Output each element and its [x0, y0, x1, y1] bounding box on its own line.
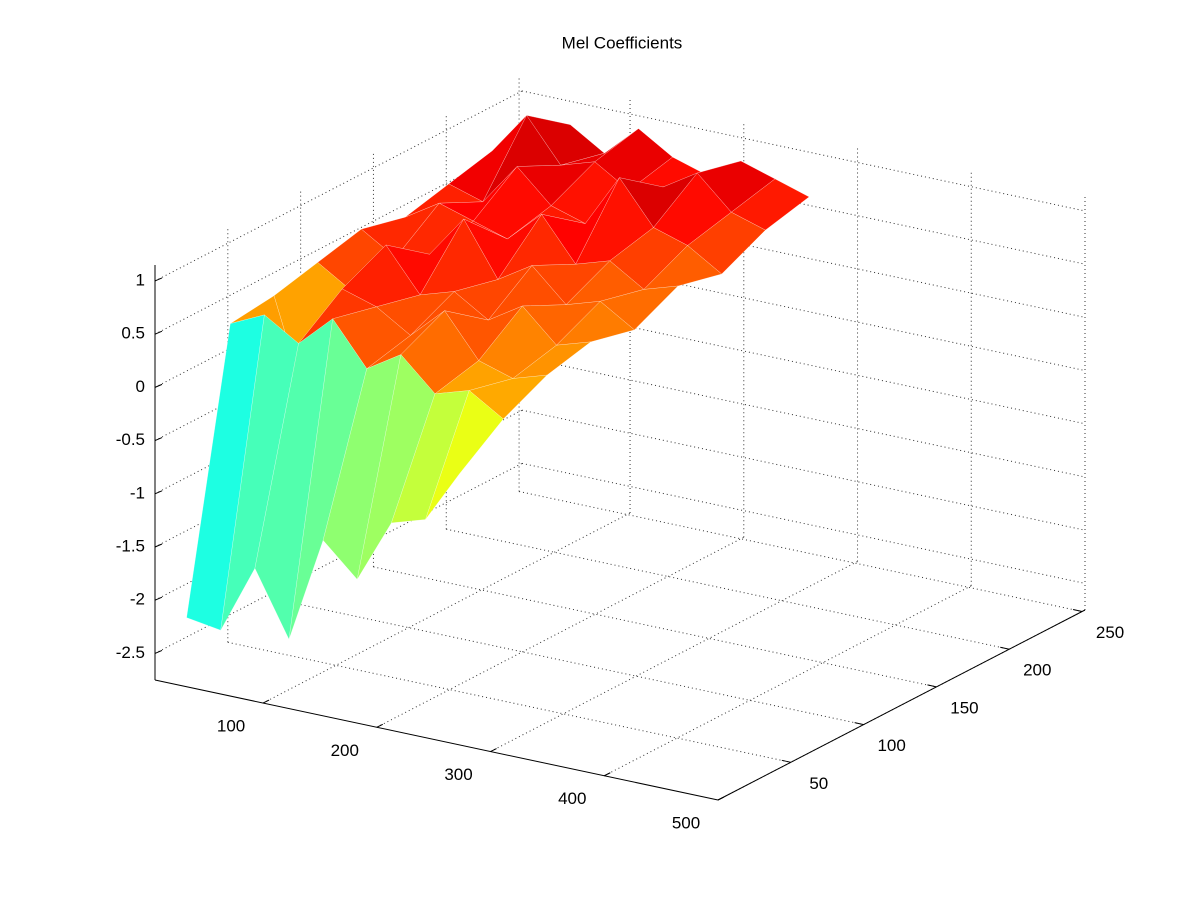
chart-title: Mel Coefficients	[562, 33, 683, 52]
y-tick	[781, 759, 791, 763]
x-tick-label: 100	[217, 717, 245, 736]
y-tick	[854, 722, 864, 726]
y-tick	[1000, 646, 1010, 650]
x-tick-label: 300	[444, 765, 472, 784]
x-tick-label: 200	[331, 741, 359, 760]
x-tick	[490, 748, 497, 752]
z-tick	[154, 330, 163, 335]
grid-line	[490, 561, 858, 752]
y-tick	[1072, 609, 1083, 612]
z-tick-label: -2	[130, 590, 145, 609]
label-layer: 100 200 300 400 500 50 100 150 200 250 -2.5 -2 -1.5 -…	[116, 270, 1125, 832]
y-tick-label: 150	[950, 698, 978, 717]
y-tick	[927, 684, 937, 688]
z-tick-label: -1.5	[116, 536, 145, 555]
z-tick-label: 0.5	[121, 324, 145, 343]
surface-patch	[425, 390, 504, 520]
y-tick-label: 250	[1096, 623, 1124, 642]
x-axis	[154, 679, 719, 801]
y-tick-label: 50	[809, 774, 828, 793]
x-tick	[376, 723, 384, 728]
grid-line	[262, 512, 631, 704]
z-tick	[154, 383, 163, 388]
x-tick-label: 400	[558, 789, 586, 808]
surface-layer	[186, 115, 810, 641]
x-tick	[717, 796, 725, 801]
grid-line	[376, 536, 745, 728]
z-tick	[154, 649, 163, 654]
x-tick	[604, 772, 611, 777]
axis-layer	[154, 265, 1086, 801]
grid-line	[154, 90, 523, 282]
z-tick-label: 0	[136, 377, 145, 396]
y-axis	[717, 609, 1086, 801]
z-tick	[154, 277, 163, 282]
z-tick-label: -1	[130, 483, 145, 502]
x-tick	[262, 699, 270, 704]
z-tick-label: 1	[136, 270, 145, 289]
grid-line	[604, 585, 972, 777]
y-tick-label: 100	[877, 736, 905, 755]
z-tick-label: -0.5	[116, 430, 145, 449]
z-tick-label: -2.5	[116, 643, 145, 662]
x-tick-label: 500	[672, 813, 700, 832]
z-tick	[154, 437, 163, 442]
z-tick	[154, 543, 163, 548]
y-tick-label: 200	[1023, 661, 1051, 680]
z-tick	[154, 490, 163, 495]
z-tick	[154, 596, 163, 601]
